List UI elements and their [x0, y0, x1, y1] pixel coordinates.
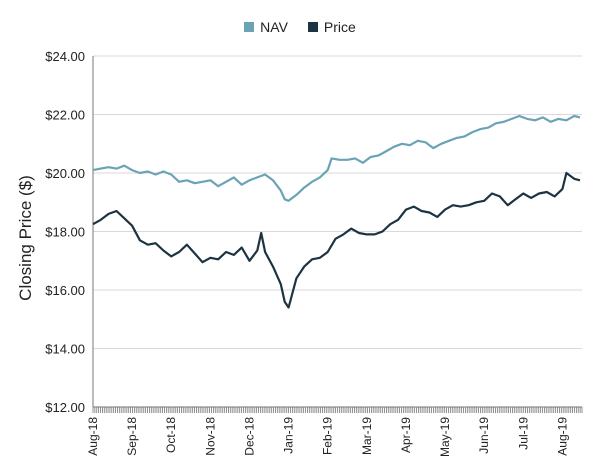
series-lines: [92, 114, 581, 309]
legend: NAV Price: [0, 19, 600, 35]
axes: [92, 56, 583, 413]
x-tick-label: Jun-19: [477, 417, 491, 454]
x-tick-label: Feb-19: [321, 417, 335, 455]
gridlines: [93, 55, 582, 349]
y-tick-label: $14.00: [45, 342, 85, 357]
x-tick-label: Jul-19: [516, 417, 530, 450]
x-tick-label: May-19: [438, 417, 452, 457]
y-axis-title: Closing Price ($): [16, 175, 35, 301]
price-line: [92, 171, 581, 309]
y-tick-label: $12.00: [45, 400, 85, 415]
y-tick-labels: $12.00 $14.00 $16.00 $18.00 $20.00 $22.00 $24.…: [45, 49, 85, 415]
y-tick-label: $20.00: [45, 166, 85, 181]
x-tick-label: Jan-19: [282, 417, 296, 454]
y-tick-label: $18.00: [45, 225, 85, 240]
legend-swatch-nav: [244, 22, 255, 32]
x-tick-labels: Aug-18 Sep-18 Oct-18 Nov-18 Dec-18 Jan-19 Feb-…: [86, 417, 569, 457]
legend-item-price: Price: [307, 19, 356, 35]
x-tick-label: Aug-18: [86, 417, 100, 456]
x-tick-label: Mar-19: [360, 417, 374, 455]
y-tick-label: $24.00: [45, 49, 85, 64]
x-tick-label: Apr-19: [399, 417, 413, 453]
nav-line: [92, 114, 581, 202]
legend-label-price: Price: [323, 19, 356, 35]
x-tick-label: Aug-19: [555, 417, 569, 456]
y-tick-label: $16.00: [45, 283, 85, 298]
legend-item-nav: NAV: [244, 19, 288, 35]
legend-label-nav: NAV: [260, 19, 288, 35]
legend-swatch-price: [307, 22, 318, 32]
x-tick-label: Nov-18: [203, 417, 217, 456]
x-tick-label: Oct-18: [164, 417, 178, 453]
x-tick-label: Dec-18: [242, 417, 256, 456]
x-tick-label: Sep-18: [125, 417, 139, 456]
y-tick-label: $22.00: [45, 108, 85, 123]
